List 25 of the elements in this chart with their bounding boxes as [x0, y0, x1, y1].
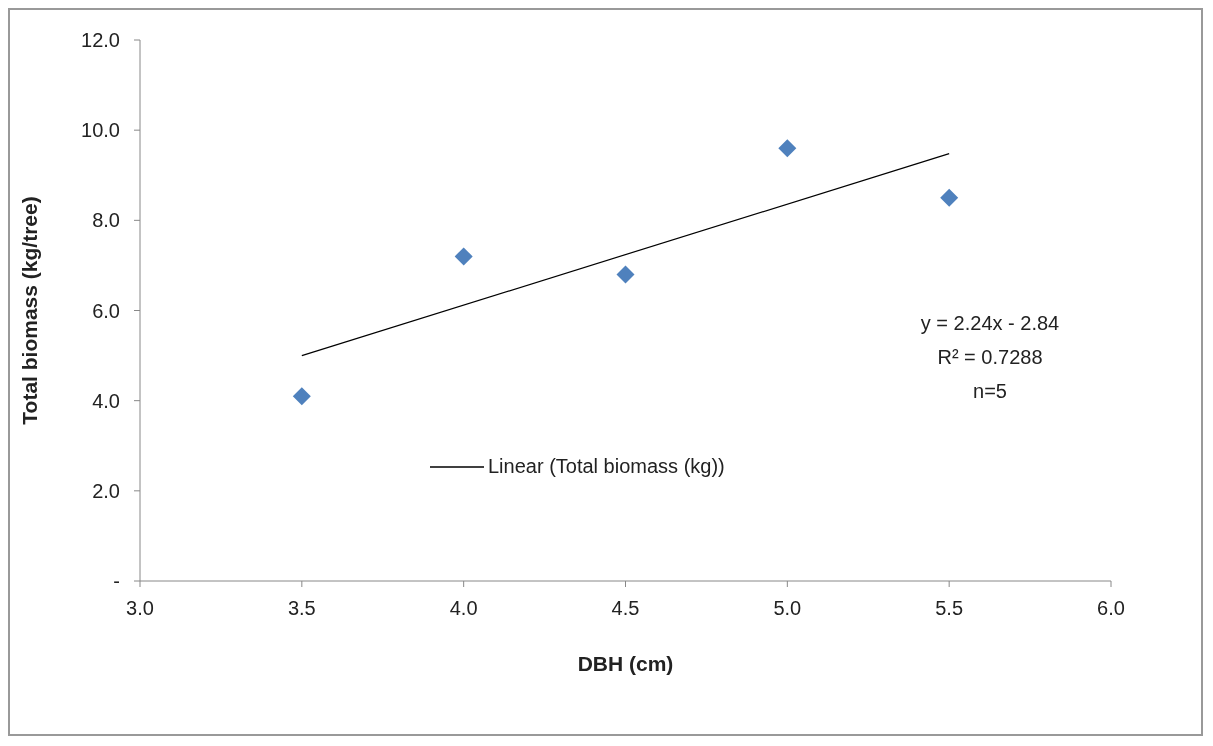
legend-label: Linear (Total biomass (kg)): [488, 455, 725, 478]
x-axis-title: DBH (cm): [577, 652, 674, 675]
point: [454, 247, 473, 266]
x-tick-label: 3.5: [287, 597, 316, 620]
annotation: n=5: [972, 379, 1008, 404]
y-axis-title: Total biomass (kg/tree): [18, 196, 42, 425]
point: [940, 188, 959, 207]
y-tick-label: 6.0: [92, 299, 120, 322]
annotation: R² = 0.7288: [936, 345, 1044, 370]
point: [292, 387, 311, 406]
x-tick-label: 5.0: [773, 597, 802, 620]
y-tick-label: 2.0: [92, 479, 120, 502]
x-tick-label: 6.0: [1097, 597, 1125, 620]
y-tick-label: 12.0: [81, 29, 120, 52]
annotation: y = 2.24x - 2.84: [919, 311, 1061, 336]
y-tick-label: 10.0: [81, 119, 120, 142]
y-tick-label: 8.0: [92, 209, 120, 232]
x-tick-label: 5.5: [935, 597, 964, 620]
y-tick-label: 4.0: [92, 389, 120, 412]
y-tick-label: -: [113, 570, 120, 593]
x-tick-label: 4.5: [611, 597, 640, 620]
point: [616, 265, 635, 284]
x-tick-label: 4.0: [449, 597, 478, 620]
point: [778, 139, 797, 158]
x-tick-label: 3.0: [126, 597, 154, 620]
